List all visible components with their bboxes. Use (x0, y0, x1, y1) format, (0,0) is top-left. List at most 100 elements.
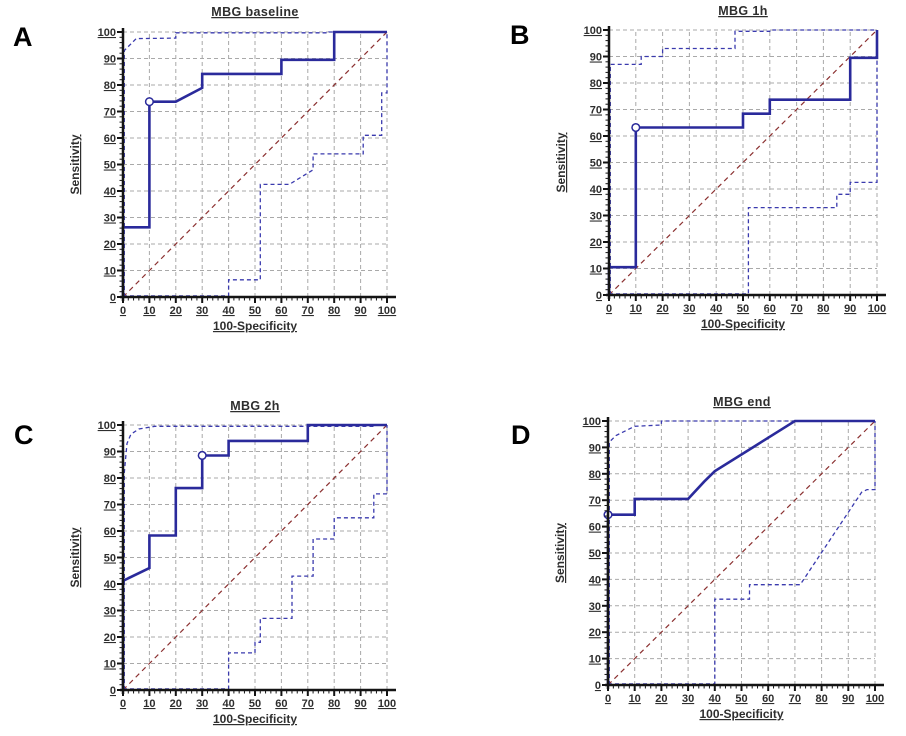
x-tick-label: 0 (120, 698, 126, 710)
panel-a: 0 0 10 10 20 20 30 30 40 40 50 50 60 60 70 70 80 80 90 90 10… (0, 0, 453, 368)
y-tick-label: 70 (104, 107, 116, 119)
y-tick-label: 90 (104, 54, 116, 66)
x-axis-label: 100-Specificity (699, 707, 783, 721)
y-tick-label: 80 (589, 469, 601, 481)
y-tick-label: 20 (104, 239, 116, 251)
x-tick-label: 70 (790, 303, 802, 315)
y-tick-label: 10 (590, 264, 602, 276)
x-tick-label: 70 (302, 305, 314, 317)
y-tick-label: 30 (104, 213, 116, 225)
y-tick-label: 70 (590, 105, 602, 117)
y-tick-label: 0 (595, 680, 601, 692)
ci-upper-curve (609, 29, 877, 295)
panel-c: 0 0 10 10 20 20 30 30 40 40 50 50 60 60 70 70 80 80 90 90 10… (0, 368, 453, 736)
x-tick-label: 40 (710, 303, 722, 315)
y-tick-label: 50 (590, 158, 602, 170)
y-tick-label: 60 (590, 131, 602, 143)
roc-chart-d: 00 10 10 20 20 30 30 40 40 50 50 60 60 70 70 80 80 90 90 10… (511, 395, 884, 721)
x-tick-label: 80 (815, 693, 827, 705)
y-tick-label: 80 (104, 80, 116, 92)
y-tick-label: 10 (104, 659, 116, 671)
ci-upper-curve (123, 31, 387, 297)
x-tick-label: 60 (275, 698, 287, 710)
x-tick-label: 80 (328, 305, 340, 317)
x-tick-label: 30 (682, 693, 694, 705)
x-tick-label: 90 (842, 693, 854, 705)
y-tick-label: 50 (589, 548, 601, 560)
panel-title: MBG 2h (230, 399, 280, 413)
y-tick-label: 90 (104, 447, 116, 459)
y-tick-label: 60 (104, 526, 116, 538)
y-axis-label: Sensitivity (554, 132, 568, 192)
x-tick-label: 50 (249, 698, 261, 710)
roc-curve (607, 30, 879, 295)
x-tick-label: 40 (222, 305, 234, 317)
x-tick-label: 50 (737, 303, 749, 315)
x-tick-label: 30 (196, 698, 208, 710)
x-tick-label: 60 (275, 305, 287, 317)
x-tick-label: 40 (709, 693, 721, 705)
x-tick-label: 70 (789, 693, 801, 705)
y-tick-label: 100 (98, 27, 116, 39)
roc-chart-b: 00 10 10 20 20 30 30 40 40 50 50 60 60 70 70 80 80 90 90 10… (510, 4, 886, 331)
y-tick-label: 60 (589, 522, 601, 534)
axes (117, 421, 396, 696)
panel-title: MBG end (713, 395, 771, 409)
y-tick-label: 50 (104, 160, 116, 172)
y-tick-label: 40 (590, 184, 602, 196)
x-tick-label: 50 (249, 305, 261, 317)
panel-letter: C (14, 420, 34, 450)
operating-point-marker (144, 97, 154, 107)
y-tick-label: 20 (104, 632, 116, 644)
x-tick-label: 40 (222, 698, 234, 710)
x-axis-label: 100-Specificity (701, 317, 785, 331)
x-tick-label: 60 (762, 693, 774, 705)
roc-curve (121, 30, 387, 297)
roc-chart-a: 00 10 10 20 20 30 30 40 40 50 50 60 60 70 70 80 80 90 90 10… (13, 5, 396, 333)
x-tick-label: 20 (170, 305, 182, 317)
axes (117, 28, 396, 303)
x-tick-label: 10 (143, 698, 155, 710)
x-tick-label: 80 (817, 303, 829, 315)
y-axis-label: Sensitivity (68, 527, 82, 587)
x-tick-label: 20 (656, 303, 668, 315)
y-tick-label: 100 (98, 420, 116, 432)
panel-title: MBG 1h (718, 4, 768, 18)
y-tick-label: 70 (104, 500, 116, 512)
panel-letter: D (511, 420, 531, 450)
operating-point-marker (197, 450, 207, 461)
y-tick-label: 30 (590, 211, 602, 223)
roc-curve (606, 419, 875, 685)
operating-point-marker (631, 122, 641, 133)
panel-letter: A (13, 22, 33, 52)
grid (123, 31, 388, 297)
x-tick-label: 60 (764, 303, 776, 315)
x-tick-label: 100 (378, 698, 396, 710)
x-tick-label: 70 (302, 698, 314, 710)
ci-upper-curve (608, 420, 875, 685)
y-tick-label: 20 (589, 627, 601, 639)
y-tick-label: 20 (590, 237, 602, 249)
y-tick-label: 40 (104, 186, 116, 198)
y-axis-label: Sensitivity (68, 134, 82, 194)
y-tick-label: 0 (110, 685, 116, 697)
x-tick-label: 20 (655, 693, 667, 705)
y-tick-label: 80 (590, 78, 602, 90)
x-tick-label: 90 (844, 303, 856, 315)
x-axis-label: 100-Specificity (213, 319, 297, 333)
x-tick-label: 90 (354, 698, 366, 710)
panel-b: 0 0 10 10 20 20 30 30 40 40 50 50 60 60 70 70 80 80 90 90 10… (453, 0, 906, 368)
ci-lower-curve (608, 421, 876, 685)
y-tick-label: 100 (583, 416, 601, 428)
x-tick-label: 90 (354, 305, 366, 317)
axes (602, 417, 884, 691)
x-tick-label: 0 (605, 693, 611, 705)
y-tick-label: 30 (589, 601, 601, 613)
grid (608, 420, 876, 685)
x-tick-label: 100 (866, 693, 884, 705)
ci-lower-curve (123, 425, 388, 690)
y-tick-label: 80 (104, 473, 116, 485)
x-tick-label: 50 (735, 693, 747, 705)
roc-chart-c: 00 10 10 20 20 30 30 40 40 50 50 60 60 70 70 80 80 90 90 10… (14, 399, 396, 726)
